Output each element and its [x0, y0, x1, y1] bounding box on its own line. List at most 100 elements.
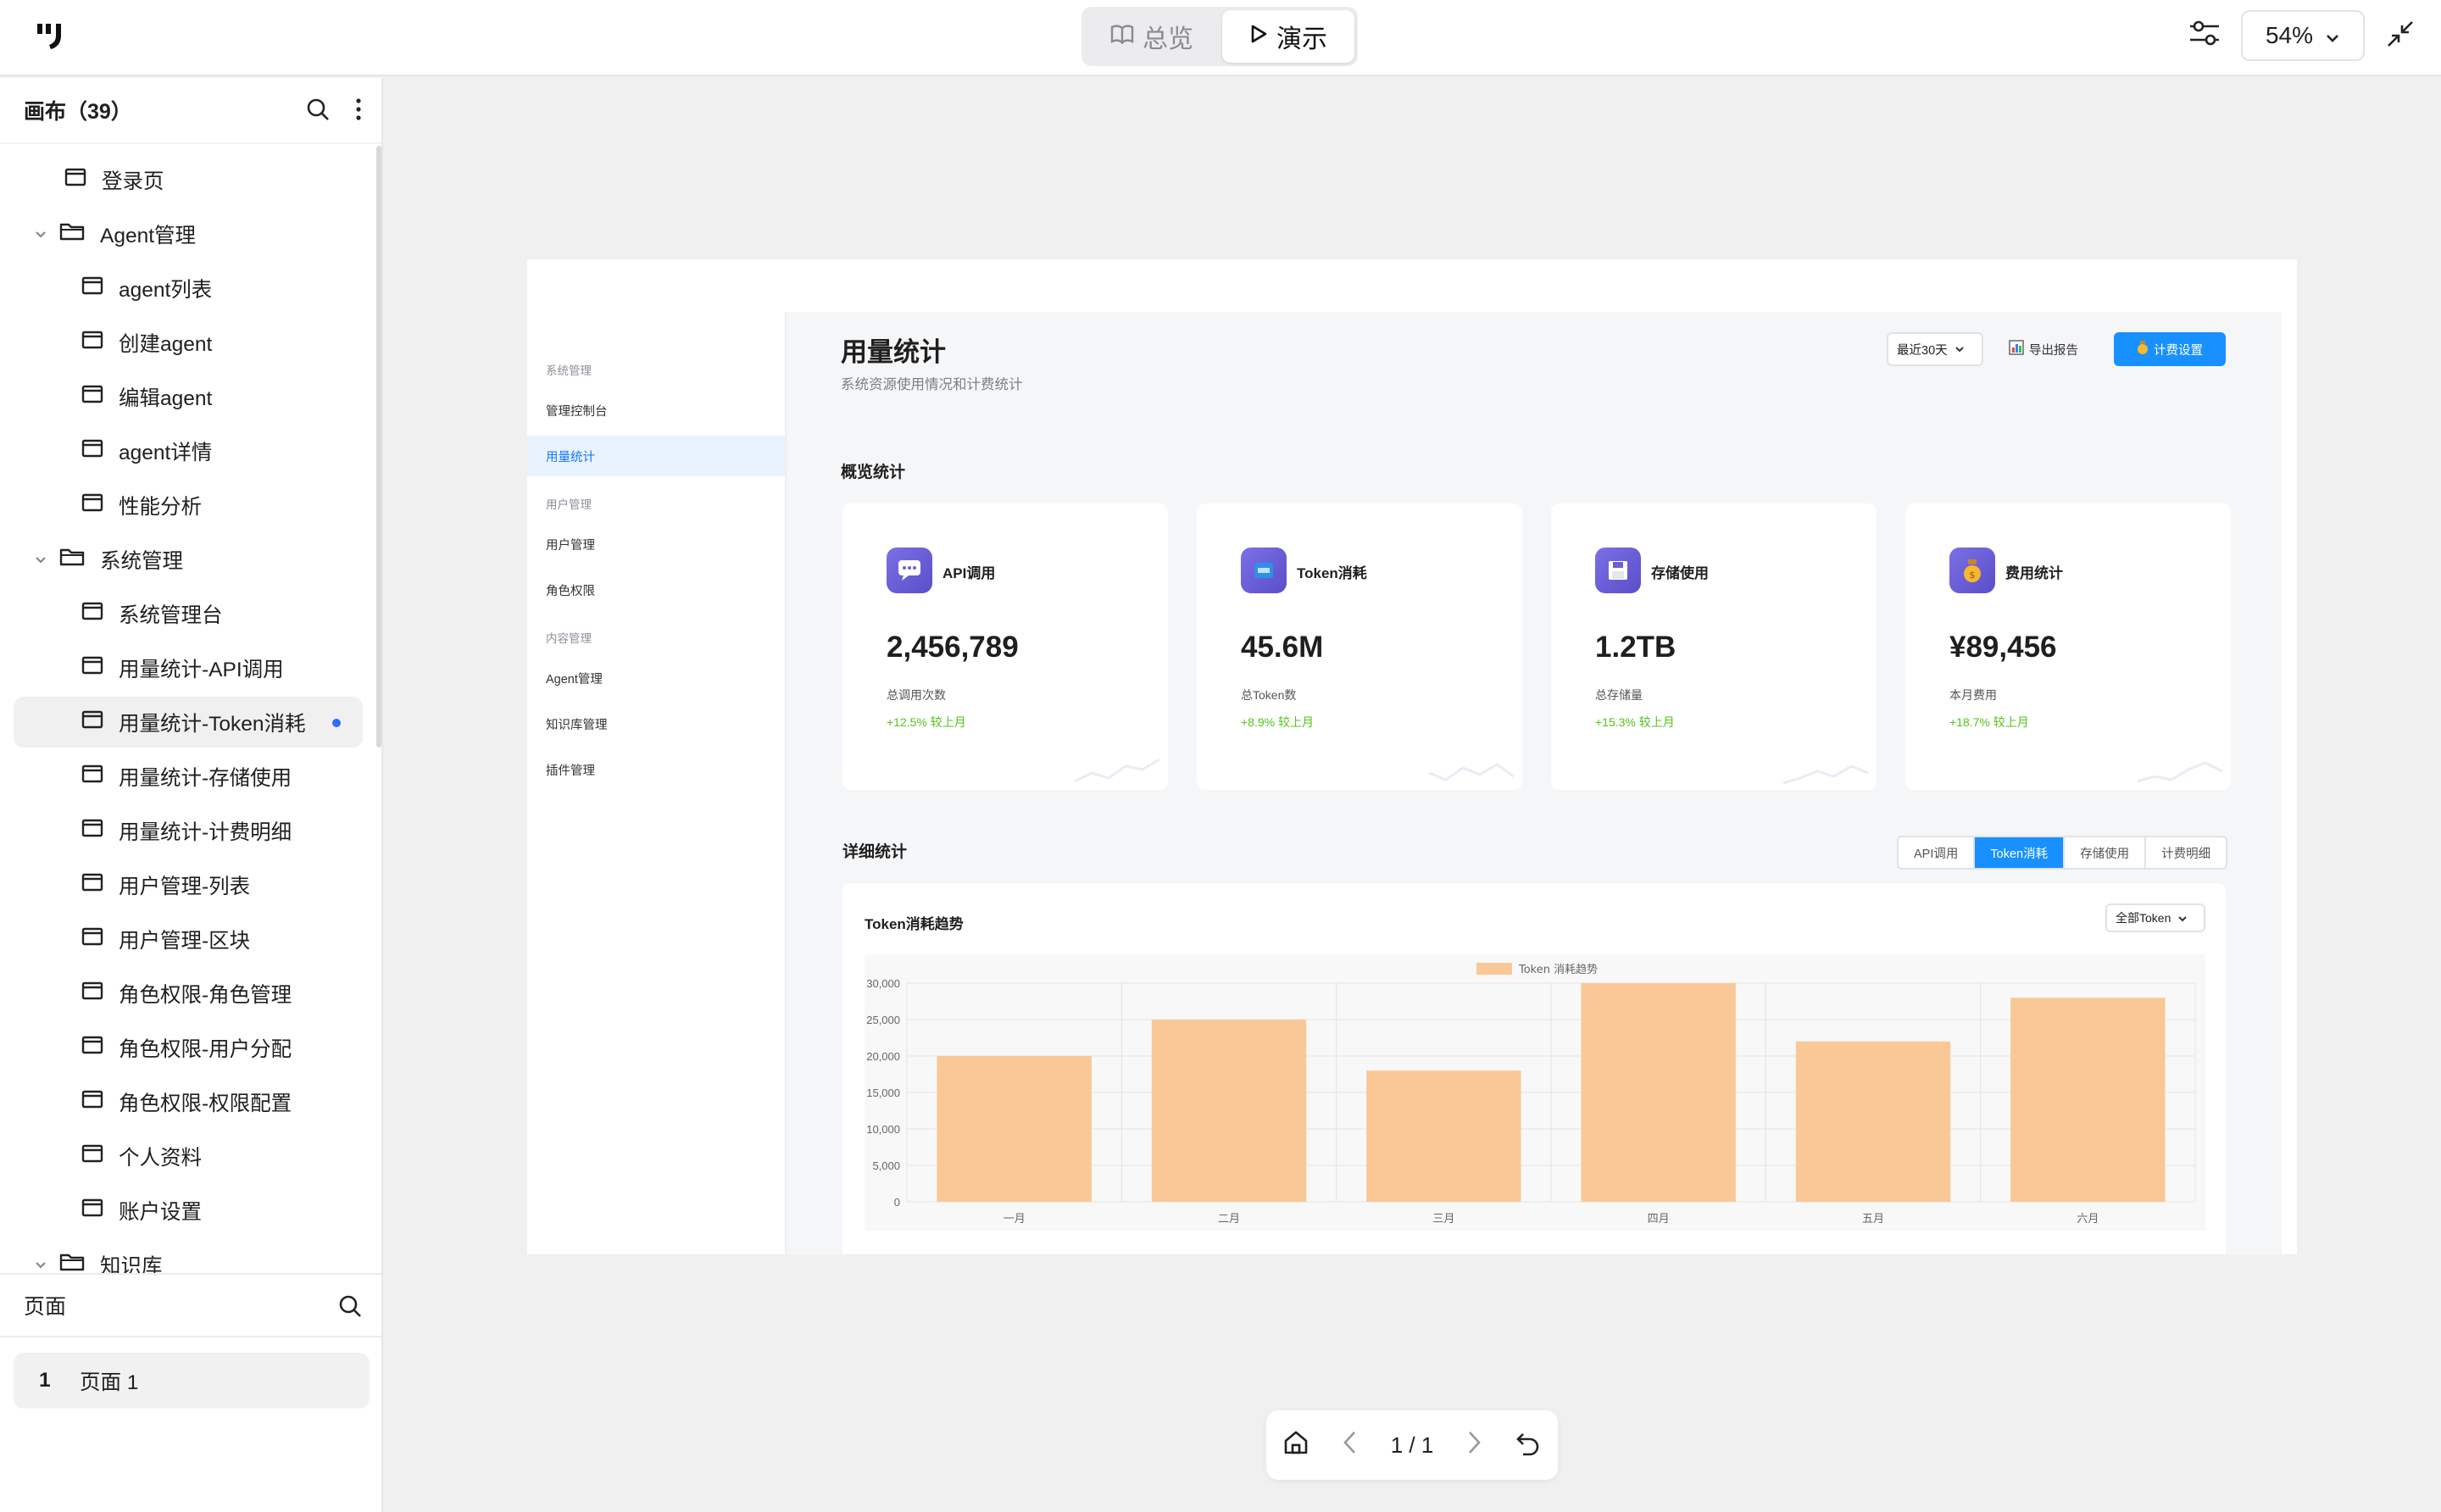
page-index: 1 — [39, 1369, 51, 1392]
tree-item-label: 角色权限-权限配置 — [119, 1092, 292, 1115]
sidebar-group-label: 用户管理 — [546, 498, 592, 511]
sliders-icon[interactable] — [2188, 19, 2221, 52]
sidebar-item[interactable]: 管理控制台 — [546, 404, 608, 419]
x-tick-label: 三月 — [1432, 1213, 1454, 1226]
tree-page[interactable]: 用户管理-列表 — [81, 859, 250, 910]
token-trend-card: Token消耗趋势 全部Token 30,000 25,000 20,000 15,0… — [842, 883, 2226, 1254]
page-list-item[interactable]: 1 页面 1 — [14, 1353, 370, 1409]
chevron-right-icon[interactable] — [1465, 1430, 1482, 1461]
chart-card-title: Token消耗趋势 — [865, 916, 964, 932]
detail-tab[interactable]: 存储使用 — [2065, 837, 2147, 868]
tree-page[interactable]: agent详情 — [81, 425, 212, 476]
tree-page[interactable]: 用量统计-计费明细 — [81, 805, 292, 856]
stat-card-desc: 总存储量 — [1595, 688, 1643, 702]
tree-page[interactable]: 创建agent — [81, 317, 212, 368]
chevron-down-icon[interactable] — [34, 222, 47, 246]
folder-icon — [59, 221, 85, 247]
chevron-left-icon[interactable] — [1342, 1430, 1359, 1461]
chevron-down-icon[interactable] — [34, 548, 47, 571]
y-tick-label: 30,000 — [866, 977, 900, 990]
tree-page[interactable]: 系统管理台 — [81, 588, 223, 639]
sidebar-item[interactable]: 用量统计 — [527, 436, 785, 476]
tree-scrollbar[interactable] — [376, 146, 381, 748]
tree-page[interactable]: 用户管理-区块 — [81, 914, 250, 964]
sidebar-item[interactable]: 知识库管理 — [546, 718, 608, 732]
tree-folder[interactable]: 系统管理 — [34, 534, 183, 585]
sidebar-item[interactable]: Agent管理 — [546, 672, 603, 687]
tab-overview-label: 总览 — [1143, 25, 1193, 53]
sparkline — [1075, 758, 1160, 783]
tree-page[interactable]: 角色权限-权限配置 — [81, 1076, 292, 1127]
bar-chart-icon — [2009, 340, 2024, 359]
page-title: 用量统计 — [841, 337, 946, 367]
collapse-icon[interactable] — [2385, 19, 2416, 53]
tree-item-label: 用量统计-存储使用 — [119, 766, 292, 790]
tree-page[interactable]: 登录页 — [64, 154, 164, 205]
token-filter-select[interactable]: 全部Token — [2105, 903, 2205, 932]
billing-settings-button[interactable]: 计费设置 — [2114, 332, 2226, 366]
tree-item-label: 系统管理台 — [119, 603, 223, 627]
x-tick-label: 一月 — [1004, 1213, 1026, 1226]
book-icon — [1110, 22, 1134, 51]
tree-item-label: 用户管理-列表 — [119, 875, 251, 898]
tree-folder[interactable]: Agent管理 — [34, 208, 196, 259]
coin-icon — [2137, 340, 2149, 359]
zoom-dropdown[interactable]: 54% — [2241, 10, 2365, 61]
chart-bar — [937, 1056, 1092, 1202]
chevron-down-icon[interactable] — [34, 1253, 47, 1276]
tree-item-label: 用量统计-计费明细 — [119, 820, 292, 844]
tree-item-label: 系统管理 — [100, 549, 183, 573]
stat-card[interactable]: $ 费用统计 ¥89,456 本月费用 +18.7% 较上月 — [1905, 503, 2231, 790]
export-report-button[interactable]: 导出报告 — [2009, 332, 2078, 366]
sparkline — [1783, 764, 1869, 785]
home-icon[interactable] — [1282, 1429, 1309, 1462]
tree-page[interactable]: 账户设置 — [81, 1185, 202, 1236]
search-icon[interactable] — [305, 97, 331, 128]
sidebar-item[interactable]: 角色权限 — [546, 584, 595, 598]
tree-page[interactable]: 编辑agent — [81, 371, 212, 422]
stat-card[interactable]: 存储使用 1.2TB 总存储量 +15.3% 较上月 — [1551, 503, 1877, 790]
detail-tab[interactable]: Token消耗 — [1975, 837, 2066, 868]
stat-card-label: API调用 — [942, 565, 996, 581]
chart-bar — [1581, 983, 1736, 1202]
app-logo[interactable] — [37, 22, 71, 55]
export-report-label: 导出报告 — [2029, 343, 2078, 358]
sidebar-item[interactable]: 用户管理 — [546, 538, 595, 553]
tree-page[interactable]: 性能分析 — [81, 480, 202, 531]
page-icon — [81, 655, 103, 681]
tree-item-label: 角色权限-用户分配 — [119, 1037, 292, 1061]
tree-page[interactable]: 角色权限-角色管理 — [81, 968, 292, 1019]
tree-page[interactable]: 角色权限-用户分配 — [81, 1022, 292, 1073]
more-vertical-icon[interactable] — [354, 97, 363, 128]
sidebar-item[interactable]: 插件管理 — [546, 764, 595, 778]
undo-icon[interactable] — [1515, 1429, 1542, 1462]
admin-sidebar: 系统管理 管理控制台 用量统计 用户管理 用户管理 角色权限 内容管理 Agent管理 知识库管… — [527, 312, 787, 1254]
stat-card-value: ¥89,456 — [1949, 631, 2057, 664]
date-range-select[interactable]: 最近30天 — [1887, 332, 1983, 366]
date-range-value: 最近30天 — [1897, 343, 1948, 358]
tree-page[interactable]: 用量统计-Token消耗 — [14, 697, 363, 748]
search-icon[interactable] — [337, 1293, 363, 1325]
sidebar-group-label: 内容管理 — [546, 632, 592, 645]
top-toolbar: 总览 演示 54% — [0, 0, 2441, 76]
stat-card-desc: 本月费用 — [1949, 688, 1997, 702]
page-label: 页面 1 — [80, 1370, 139, 1394]
tree-item-label: agent详情 — [119, 441, 213, 464]
tree-page[interactable]: 用量统计-API调用 — [81, 642, 284, 693]
page-icon — [81, 709, 103, 736]
stat-card[interactable]: API调用 2,456,789 总调用次数 +12.5% 较上月 — [842, 503, 1168, 790]
overview-section-title: 概览统计 — [841, 464, 906, 481]
tab-overview[interactable]: 总览 — [1110, 10, 1193, 63]
sparkline — [2138, 761, 2223, 783]
detail-tab[interactable]: 计费明细 — [2161, 847, 2211, 861]
tree-page[interactable]: 用量统计-存储使用 — [81, 751, 292, 802]
detail-tab[interactable]: API调用 — [1899, 837, 1976, 868]
detail-section-title: 详细统计 — [842, 843, 908, 861]
y-tick-label: 25,000 — [866, 1014, 900, 1026]
x-tick-label: 四月 — [1648, 1213, 1670, 1226]
bar-chart: 30,000 25,000 20,000 15,000 10,000 5,000 0 一月 二月… — [866, 963, 2196, 1226]
tree-page[interactable]: 个人资料 — [81, 1131, 202, 1181]
stat-card[interactable]: Token消耗 45.6M 总Token数 +8.9% 较上月 — [1197, 503, 1522, 790]
tab-present[interactable]: 演示 — [1222, 10, 1354, 63]
tree-page[interactable]: agent列表 — [81, 263, 212, 314]
